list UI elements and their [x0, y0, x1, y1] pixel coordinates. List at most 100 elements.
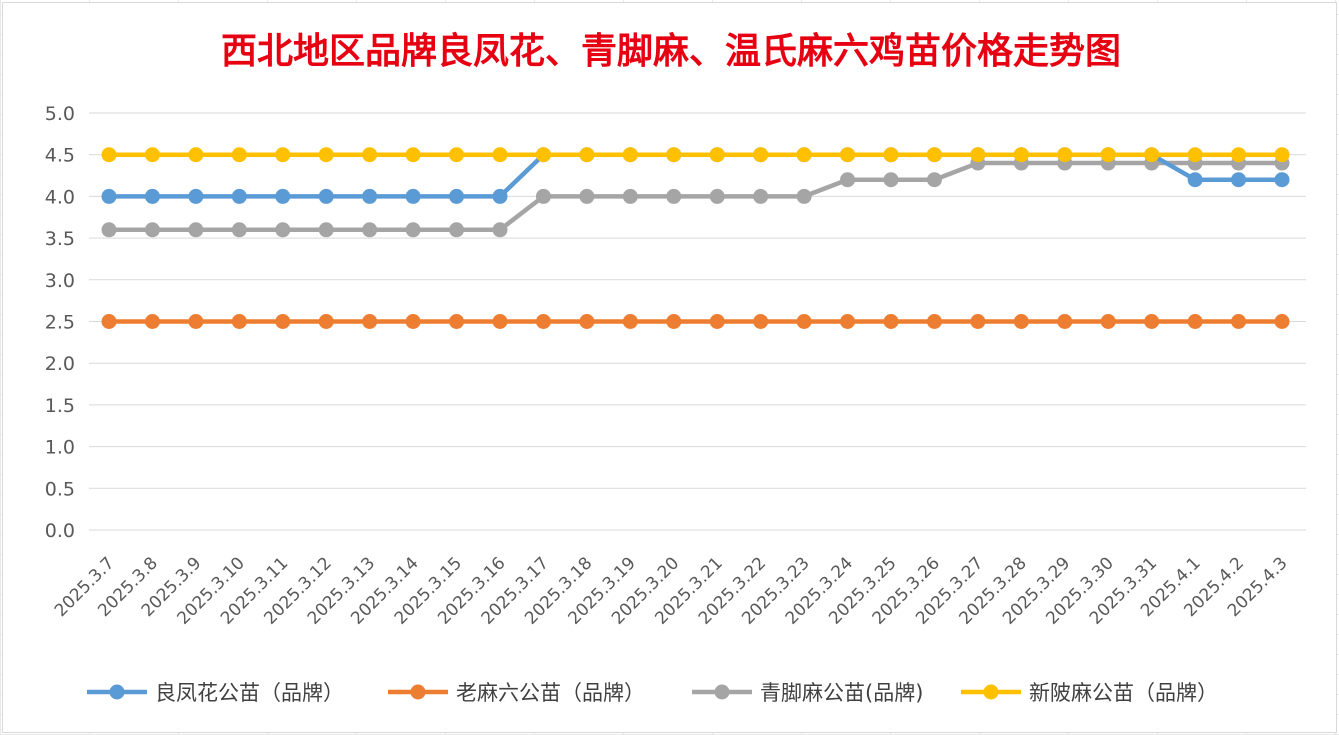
data-point — [1013, 147, 1029, 163]
data-point — [883, 314, 899, 329]
data-point — [492, 222, 508, 238]
legend-item: 老麻六公苗（品牌） — [388, 681, 645, 705]
series-4 — [101, 147, 1290, 163]
data-point — [449, 222, 465, 238]
data-point — [840, 314, 856, 329]
data-point — [1057, 147, 1073, 163]
data-point — [449, 314, 465, 329]
data-point — [362, 147, 378, 163]
data-point — [622, 314, 638, 329]
data-point — [492, 147, 508, 163]
chart-title: 西北地区品牌良凤花、青脚麻、温氏麻六鸡苗价格走势图 — [221, 30, 1121, 72]
legend-label: 新陂麻公苗（品牌） — [1029, 681, 1218, 705]
data-point — [449, 147, 465, 163]
data-point — [1274, 314, 1290, 329]
data-point — [1274, 147, 1290, 163]
data-point — [101, 188, 117, 204]
data-point — [275, 147, 291, 163]
data-point — [1144, 147, 1160, 163]
data-point — [101, 314, 117, 329]
data-point — [231, 314, 247, 329]
data-point — [753, 188, 769, 204]
data-point — [144, 222, 160, 238]
data-point — [188, 222, 204, 238]
legend-swatch-marker — [410, 684, 426, 700]
y-tick-label: 0.5 — [45, 478, 75, 500]
data-point — [1013, 314, 1029, 329]
data-point — [1231, 172, 1247, 188]
y-tick-label: 0.0 — [45, 520, 75, 542]
data-point — [144, 147, 160, 163]
data-point — [188, 147, 204, 163]
data-point — [492, 314, 508, 329]
legend-swatch-marker — [714, 684, 730, 700]
data-point — [753, 314, 769, 329]
legend: 良凤花公苗（品牌） 老麻六公苗（品牌） 青脚麻公苗(品牌) 新陂麻公苗（品牌） — [87, 681, 1218, 705]
y-tick-label: 4.0 — [45, 186, 75, 208]
data-point — [231, 222, 247, 238]
data-point — [753, 147, 769, 163]
data-point — [535, 147, 551, 163]
series-line — [109, 160, 1282, 233]
data-point — [362, 188, 378, 204]
data-point — [1144, 314, 1160, 329]
data-point — [709, 147, 725, 163]
data-point — [405, 188, 421, 204]
y-tick-label: 2.5 — [45, 312, 75, 334]
data-point — [405, 222, 421, 238]
data-point — [275, 314, 291, 329]
data-point — [275, 188, 291, 204]
data-point — [970, 314, 986, 329]
data-point — [101, 222, 117, 238]
data-point — [622, 188, 638, 204]
y-tick-label: 4.5 — [45, 145, 75, 167]
data-point — [579, 188, 595, 204]
data-point — [144, 314, 160, 329]
legend-swatch-marker — [983, 684, 999, 700]
data-point — [666, 147, 682, 163]
legend-label: 老麻六公苗（品牌） — [456, 681, 645, 705]
data-point — [1187, 314, 1203, 329]
data-point — [188, 314, 204, 329]
data-point — [318, 222, 334, 238]
data-point — [883, 147, 899, 163]
data-point — [101, 147, 117, 163]
data-point — [1100, 314, 1116, 329]
legend-label: 青脚麻公苗(品牌) — [760, 681, 923, 705]
y-tick-label: 5.0 — [45, 103, 75, 125]
data-point — [666, 188, 682, 204]
data-point — [709, 188, 725, 204]
series-2 — [101, 314, 1290, 329]
data-point — [709, 314, 725, 329]
data-point — [926, 172, 942, 188]
data-point — [1187, 147, 1203, 163]
data-point — [405, 147, 421, 163]
legend-item: 良凤花公苗（品牌） — [87, 681, 344, 705]
data-point — [1100, 147, 1116, 163]
data-point — [449, 188, 465, 204]
y-tick-label: 3.0 — [45, 270, 75, 292]
data-point — [318, 314, 334, 329]
data-point — [492, 188, 508, 204]
data-point — [231, 147, 247, 163]
data-point — [1187, 172, 1203, 188]
data-point — [796, 147, 812, 163]
data-point — [796, 314, 812, 329]
data-point — [144, 188, 160, 204]
data-point — [188, 188, 204, 204]
data-point — [883, 172, 899, 188]
legend-item: 新陂麻公苗（品牌） — [961, 681, 1218, 705]
data-point — [926, 147, 942, 163]
data-point — [840, 147, 856, 163]
y-axis: 0.0 0.5 1.0 1.5 2.0 2.5 3.0 3.5 4.0 4.5 5.0 — [45, 103, 75, 542]
data-point — [840, 172, 856, 188]
data-point — [1057, 314, 1073, 329]
data-point — [579, 147, 595, 163]
data-point — [622, 147, 638, 163]
data-point — [405, 314, 421, 329]
data-point — [796, 188, 812, 204]
line-chart: 西北地区品牌良凤花、青脚麻、温氏麻六鸡苗价格走势图 0.0 0.5 1.0 1.5 2.… — [45, 30, 1306, 705]
legend-item: 青脚麻公苗(品牌) — [692, 681, 923, 705]
